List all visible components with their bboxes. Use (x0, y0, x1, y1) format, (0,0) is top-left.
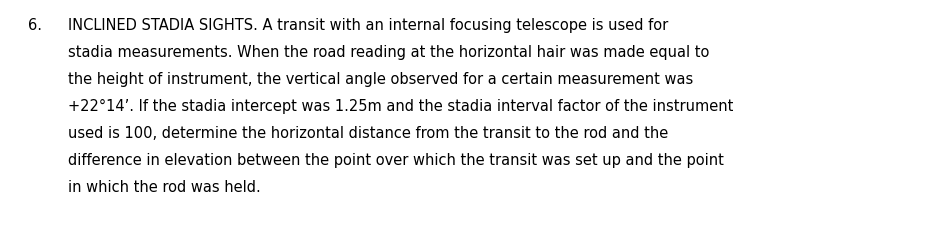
Text: INCLINED STADIA SIGHTS. A transit with an internal focusing telescope is used fo: INCLINED STADIA SIGHTS. A transit with a… (68, 18, 669, 33)
Text: +22°14’. If the stadia intercept was 1.25m and the stadia interval factor of the: +22°14’. If the stadia intercept was 1.2… (68, 99, 733, 114)
Text: the height of instrument, the vertical angle observed for a certain measurement : the height of instrument, the vertical a… (68, 72, 693, 87)
Text: used is 100, determine the horizontal distance from the transit to the rod and t: used is 100, determine the horizontal di… (68, 126, 669, 141)
Text: 6.: 6. (28, 18, 42, 33)
Text: stadia measurements. When the road reading at the horizontal hair was made equal: stadia measurements. When the road readi… (68, 45, 710, 60)
Text: difference in elevation between the point over which the transit was set up and : difference in elevation between the poin… (68, 153, 724, 168)
Text: in which the rod was held.: in which the rod was held. (68, 180, 261, 195)
